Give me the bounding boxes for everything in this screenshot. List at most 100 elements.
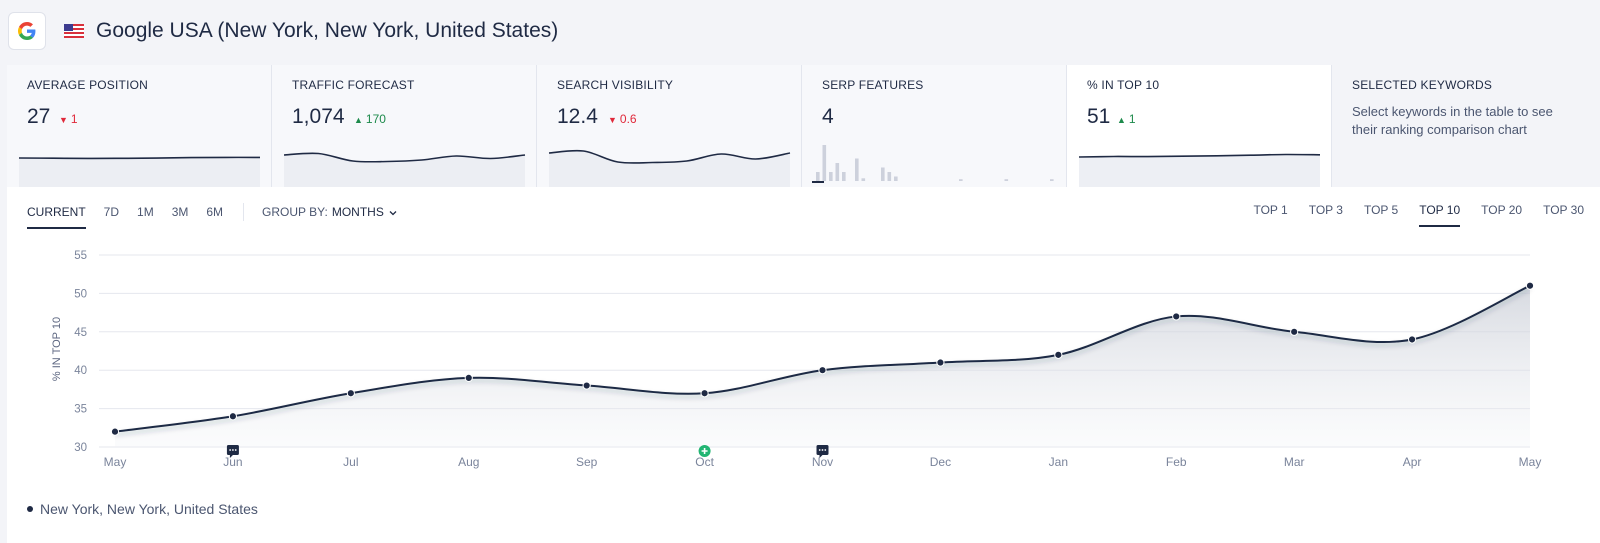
tab-top3[interactable]: TOP 3: [1308, 203, 1343, 217]
serp-bar: [959, 179, 963, 181]
x-tick-label: Dec: [930, 455, 951, 469]
tab-top30[interactable]: TOP 30: [1543, 203, 1584, 217]
card-average-position[interactable]: AVERAGE POSITION 27 ▼ 1: [7, 65, 272, 187]
tab-6m[interactable]: 6M: [206, 205, 224, 219]
card-label: TRAFFIC FORECAST: [292, 78, 415, 92]
sparkline-line: [1078, 153, 1321, 158]
data-point: [228, 412, 238, 421]
tab-7d[interactable]: 7D: [103, 205, 120, 219]
tab-top5[interactable]: TOP 5: [1363, 203, 1399, 217]
location-header: Google USA (New York, New York, United S…: [8, 12, 558, 50]
group-by-value: MONTHS: [331, 205, 384, 219]
triangle-down-icon: ▼: [608, 115, 617, 125]
serp-bar: [855, 158, 859, 181]
delta-badge: ▲ 170: [354, 112, 386, 126]
percent-top10-chart[interactable]: 30 35 40 45 50 55 % IN TOP 10 May Jun Jul Aug Sep Oc…: [7, 237, 1600, 477]
sparkline: [18, 156, 261, 187]
card-selected-keywords: SELECTED KEYWORDS Select keywords in the…: [1332, 65, 1600, 187]
data-point: [818, 366, 827, 375]
sparkline: [1078, 153, 1321, 187]
serp-bar: [861, 178, 866, 181]
data-point: [1290, 327, 1299, 336]
triangle-up-icon: ▲: [354, 115, 363, 125]
metric-cards: AVERAGE POSITION 27 ▼ 1 TRAFFIC FORECAST …: [7, 65, 1600, 189]
serp-baseline: [812, 181, 824, 183]
delta-badge: ▲ 1: [1117, 112, 1136, 126]
sparkline-area: [1079, 154, 1320, 187]
group-by-dropdown[interactable]: GROUP BY: MONTHS: [262, 205, 397, 229]
sparkline-area: [284, 153, 525, 187]
tab-current[interactable]: CURRENT: [27, 205, 86, 229]
tab-3m[interactable]: 3M: [171, 205, 189, 219]
card-traffic-forecast[interactable]: TRAFFIC FORECAST 1,074 ▲ 170: [272, 65, 537, 187]
serp-bar: [881, 167, 885, 181]
tab-top20[interactable]: TOP 20: [1481, 203, 1523, 217]
y-tick-label: 35: [74, 404, 87, 416]
card-value: 4: [822, 105, 834, 128]
x-tick-label: Feb: [1166, 455, 1187, 469]
tab-top10[interactable]: TOP 10: [1419, 203, 1460, 227]
triangle-up-icon: ▲: [1117, 115, 1126, 125]
card-label: SERP FEATURES: [822, 78, 924, 92]
data-point: [1407, 335, 1417, 344]
sparkline-area: [19, 157, 260, 187]
serp-bar-chart: [812, 145, 1054, 183]
x-tick-label: Sep: [576, 455, 598, 469]
data-point: [1172, 312, 1181, 321]
x-tick-label: Jun: [223, 455, 242, 469]
card-label: % IN TOP 10: [1087, 78, 1160, 92]
chevron-down-icon: [389, 211, 397, 216]
x-tick-label: May: [1519, 455, 1542, 469]
card-value: 1,074: [292, 105, 345, 128]
serp-bar: [829, 172, 833, 181]
data-point: [582, 381, 591, 390]
group-by-label: GROUP BY:: [262, 205, 328, 219]
data-point: [1054, 350, 1063, 359]
comment-icon[interactable]: [226, 445, 239, 458]
card-description: Select keywords in the table to see thei…: [1352, 104, 1553, 137]
period-tabs: CURRENT 7D 1M 3M 6M GROUP BY: MONTHS: [27, 203, 397, 231]
x-tick-label: May: [104, 455, 127, 469]
series-area: [115, 285, 1530, 447]
sparkline-area: [549, 150, 790, 187]
legend-dot-icon: [27, 506, 33, 512]
sparkline: [283, 152, 526, 187]
y-tick-label: 50: [74, 288, 87, 300]
tab-1m[interactable]: 1M: [137, 205, 154, 219]
top-tabs: TOP 1 TOP 3 TOP 5 TOP 10 TOP 20 TOP 30: [1232, 203, 1584, 227]
x-tick-label: Jul: [343, 455, 358, 469]
y-tick-label: 30: [74, 442, 87, 454]
card-serp-features[interactable]: SERP FEATURES 4: [802, 65, 1067, 187]
tab-top1[interactable]: TOP 1: [1253, 203, 1288, 217]
y-tick-label: 45: [74, 327, 87, 339]
sparkline: [548, 149, 791, 187]
plus-circle-icon[interactable]: [698, 445, 711, 457]
sparkline-line: [548, 149, 791, 164]
delta-badge: ▼ 1: [59, 112, 78, 126]
serp-bar: [816, 172, 820, 181]
google-logo-icon[interactable]: [8, 12, 46, 50]
serp-bar: [887, 172, 892, 181]
data-point: [346, 389, 355, 398]
serp-bar: [835, 163, 840, 181]
x-tick-label: Nov: [812, 455, 833, 469]
x-tick-label: Oct: [695, 455, 714, 469]
y-axis-label: % IN TOP 10: [51, 317, 63, 381]
chart-panel: CURRENT 7D 1M 3M 6M GROUP BY: MONTHS TOP …: [7, 187, 1600, 543]
legend-label: New York, New York, United States: [40, 501, 258, 517]
y-tick-label: 55: [74, 250, 87, 262]
divider: [243, 203, 245, 221]
chart-legend[interactable]: New York, New York, United States: [27, 501, 258, 517]
card-search-visibility[interactable]: SEARCH VISIBILITY 12.4 ▼ 0.6: [537, 65, 802, 187]
serp-bar: [842, 172, 846, 181]
x-tick-label: Apr: [1403, 455, 1422, 469]
card-value: 51: [1087, 105, 1111, 128]
card-value: 27: [27, 105, 51, 128]
triangle-down-icon: ▼: [59, 115, 68, 125]
comment-icon[interactable]: [816, 445, 829, 458]
y-tick-label: 40: [74, 365, 87, 377]
x-tick-label: Mar: [1284, 455, 1305, 469]
data-point: [110, 427, 120, 436]
card-percent-in-top10[interactable]: % IN TOP 10 51 ▲ 1: [1067, 65, 1332, 189]
data-point: [1525, 281, 1535, 290]
